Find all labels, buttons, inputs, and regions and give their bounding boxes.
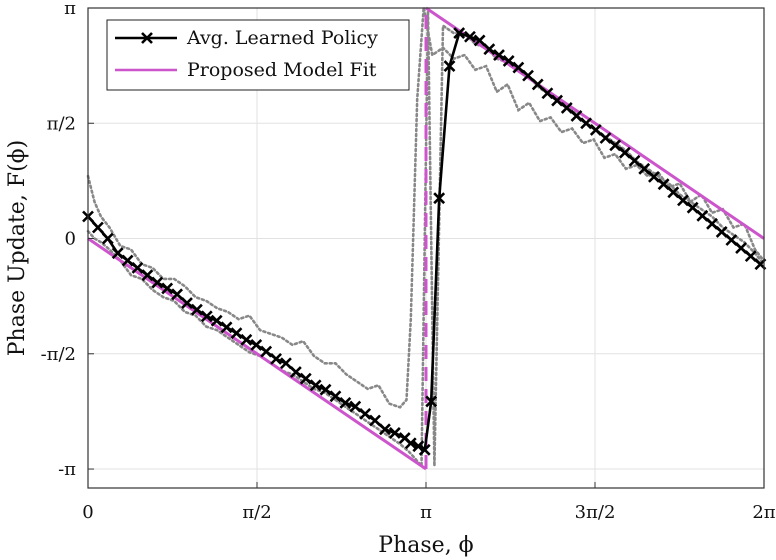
learned-policy-marker bbox=[522, 69, 534, 82]
learned-policy-marker bbox=[551, 94, 564, 107]
y-tick-label-4: π bbox=[64, 0, 76, 19]
learned-policy-marker bbox=[270, 352, 282, 365]
x-tick-label-2: π bbox=[420, 502, 432, 523]
learned-policy-marker bbox=[696, 209, 709, 222]
learned-policy-marker bbox=[541, 87, 554, 100]
x-tick-label-1: π/2 bbox=[242, 502, 271, 523]
learned-policy-marker bbox=[425, 395, 438, 408]
learned-policy-marker bbox=[560, 101, 573, 114]
learned-policy-marker bbox=[483, 43, 496, 56]
learned-policy-marker bbox=[502, 55, 515, 67]
learned-policy-marker bbox=[744, 250, 757, 263]
learned-policy-marker bbox=[512, 61, 525, 74]
learned-policy-marker bbox=[379, 423, 391, 436]
learned-policy-marker bbox=[706, 217, 718, 230]
learned-policy-marker bbox=[725, 234, 738, 246]
learned-policy-marker bbox=[359, 407, 372, 420]
legend: Avg. Learned Policy Proposed Model Fit bbox=[106, 19, 410, 91]
series-layer bbox=[82, 6, 767, 471]
learned-policy-marker bbox=[677, 194, 689, 207]
learned-policy-marker bbox=[412, 440, 425, 453]
learned-policy-marker bbox=[369, 414, 381, 427]
learned-policy-marker bbox=[101, 232, 114, 245]
learned-policy-marker bbox=[131, 261, 144, 274]
learned-policy-marker bbox=[280, 357, 292, 370]
learned-policy-marker bbox=[230, 327, 243, 340]
y-tick-label-3: π/2 bbox=[47, 113, 76, 134]
learned-policy-marker bbox=[609, 139, 622, 152]
learned-policy-marker bbox=[190, 303, 203, 316]
learned-policy-marker bbox=[349, 400, 362, 413]
learned-policy-marker bbox=[715, 225, 728, 238]
learned-policy-marker bbox=[638, 162, 651, 175]
learned-policy-marker bbox=[735, 242, 747, 254]
learned-policy-marker bbox=[240, 333, 253, 346]
x-tick-label-0: 0 bbox=[82, 502, 93, 523]
learned-policy-marker bbox=[433, 192, 446, 205]
series-0 bbox=[82, 27, 767, 456]
learned-policy-marker bbox=[473, 34, 486, 47]
x-tick-label-3: 3π/2 bbox=[575, 502, 616, 523]
learned-policy-marker bbox=[464, 30, 476, 43]
learned-policy-marker bbox=[667, 186, 680, 199]
legend-label-avg-learned-policy: Avg. Learned Policy bbox=[186, 27, 378, 49]
learned-policy-marker bbox=[599, 132, 612, 144]
learned-policy-marker bbox=[200, 310, 213, 323]
learned-policy-marker bbox=[121, 254, 134, 267]
y-tick-label-1: -π/2 bbox=[41, 344, 76, 365]
learned-policy-marker bbox=[161, 282, 174, 295]
y-tick-label-2: 0 bbox=[65, 229, 76, 250]
learned-policy-marker bbox=[309, 379, 322, 392]
learned-policy-marker bbox=[111, 247, 124, 260]
learned-policy-line bbox=[87, 31, 762, 452]
legend-box bbox=[106, 19, 410, 91]
x-axis-label: Phase, ϕ bbox=[378, 533, 473, 558]
model-fit-segment-right bbox=[425, 6, 765, 240]
learned-policy-marker bbox=[299, 372, 312, 385]
learned-policy-marker bbox=[289, 366, 302, 378]
learned-policy-marker bbox=[628, 154, 641, 167]
learned-policy-marker bbox=[657, 178, 670, 191]
learned-policy-marker bbox=[686, 201, 699, 214]
learned-policy-marker bbox=[580, 117, 593, 130]
x-tick-label-4: 2π bbox=[752, 502, 775, 523]
learned-policy-marker bbox=[404, 437, 417, 450]
learned-policy-marker bbox=[171, 288, 184, 301]
learned-policy-marker bbox=[250, 338, 263, 351]
learned-policy-marker bbox=[339, 396, 352, 409]
y-tick-label-0: -π bbox=[58, 459, 76, 480]
learned-policy-marker bbox=[493, 49, 505, 61]
series-2 bbox=[86, 7, 766, 409]
learned-policy-marker bbox=[388, 427, 401, 439]
learned-policy-marker bbox=[618, 146, 631, 159]
learned-policy-marker bbox=[181, 297, 193, 310]
legend-marker-x bbox=[141, 32, 153, 44]
learned-policy-marker bbox=[570, 110, 583, 122]
learned-policy-marker bbox=[91, 221, 104, 234]
legend-label-proposed-model-fit: Proposed Model Fit bbox=[187, 59, 377, 81]
learned-policy-marker bbox=[329, 390, 342, 403]
y-axis-label: Phase Update, F(ϕ) bbox=[5, 140, 30, 357]
learned-policy-marker bbox=[589, 124, 602, 136]
learned-policy-marker bbox=[531, 78, 544, 91]
trial-line-2 bbox=[86, 7, 766, 409]
learned-policy-marker bbox=[210, 314, 223, 327]
learned-policy-marker bbox=[220, 321, 233, 334]
learned-policy-marker bbox=[319, 383, 332, 396]
learned-policy-marker bbox=[151, 276, 164, 289]
learned-policy-marker bbox=[260, 345, 273, 358]
learned-policy-marker bbox=[141, 269, 154, 282]
learned-policy-marker bbox=[453, 27, 466, 39]
tick-labels: 0 π/2 π 3π/2 2π -π -π/2 0 π/2 π bbox=[41, 0, 776, 523]
learned-policy-marker bbox=[418, 443, 431, 456]
learned-policy-marker bbox=[647, 170, 660, 183]
learned-policy-marker bbox=[443, 60, 456, 73]
